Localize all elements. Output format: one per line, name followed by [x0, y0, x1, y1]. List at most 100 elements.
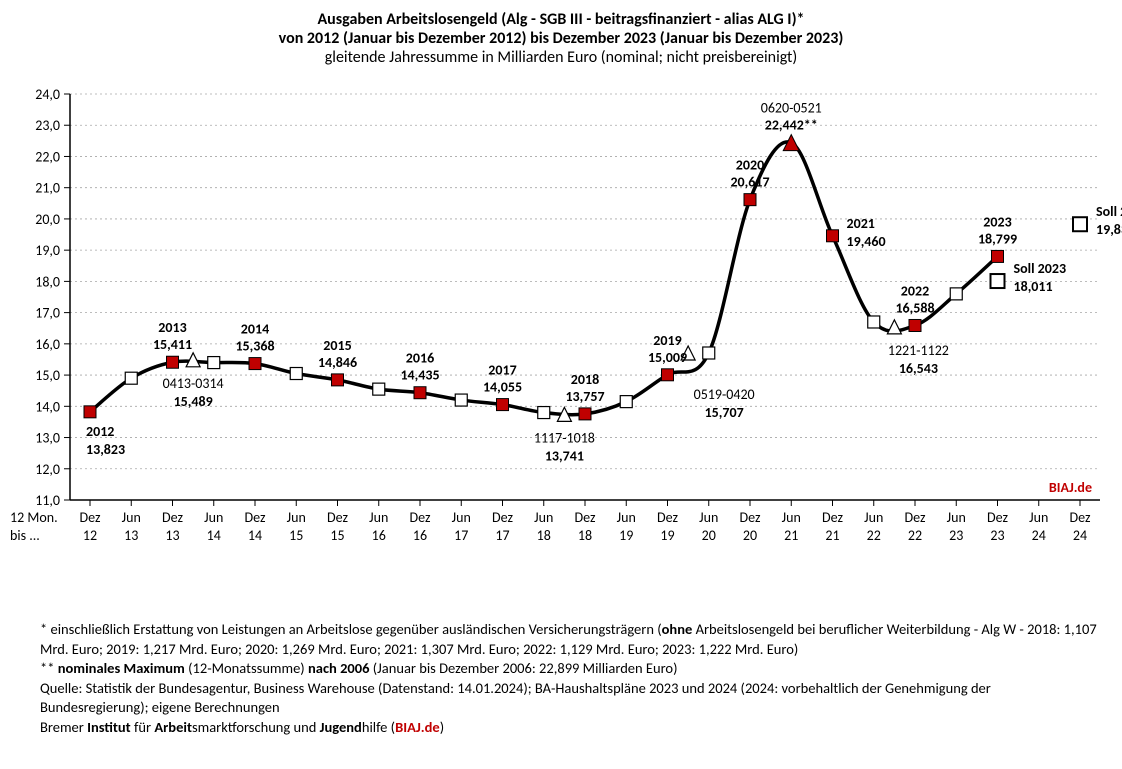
svg-text:2023: 2023 [983, 213, 1011, 230]
footnote-4: Bremer Institut für Arbeitsmarktforschun… [40, 718, 1100, 738]
svg-text:24: 24 [1073, 527, 1087, 544]
svg-text:17,0: 17,0 [35, 305, 60, 322]
svg-text:15,009: 15,009 [648, 349, 687, 366]
svg-text:15,368: 15,368 [235, 338, 274, 355]
chart: 11,012,013,014,015,016,017,018,019,020,0… [0, 78, 1122, 618]
svg-text:1117-1018: 1117-1018 [534, 429, 595, 446]
svg-text:Jun: Jun [452, 509, 471, 526]
svg-text:19,460: 19,460 [847, 233, 886, 250]
svg-text:Dez: Dez [245, 509, 266, 526]
svg-text:Jun: Jun [287, 509, 306, 526]
svg-text:0519-0420: 0519-0420 [694, 386, 755, 403]
svg-text:Jun: Jun [617, 509, 636, 526]
svg-text:23,0: 23,0 [35, 117, 60, 134]
svg-text:bis ...: bis ... [10, 527, 40, 544]
svg-text:0620-0521: 0620-0521 [761, 100, 822, 117]
svg-text:2012: 2012 [86, 423, 114, 440]
svg-text:20,617: 20,617 [730, 174, 769, 191]
footnote-3: Quelle: Statistik der Bundesagentur, Bus… [40, 679, 1100, 718]
svg-text:15,707: 15,707 [705, 404, 744, 421]
svg-text:Dez: Dez [905, 509, 926, 526]
svg-text:2019: 2019 [653, 332, 681, 349]
svg-text:16,0: 16,0 [35, 336, 60, 353]
svg-text:14,846: 14,846 [318, 354, 357, 371]
svg-text:16: 16 [372, 527, 386, 544]
svg-text:12 Mon.: 12 Mon. [10, 509, 58, 526]
svg-text:BIAJ.de: BIAJ.de [1049, 479, 1092, 496]
svg-text:Dez: Dez [327, 509, 348, 526]
svg-text:15,489: 15,489 [174, 393, 213, 410]
svg-text:20: 20 [702, 527, 716, 544]
svg-text:Jun: Jun [947, 509, 966, 526]
svg-text:Jun: Jun [782, 509, 801, 526]
svg-text:Dez: Dez [162, 509, 183, 526]
svg-text:Dez: Dez [410, 509, 431, 526]
svg-text:18,0: 18,0 [35, 273, 60, 290]
svg-text:17: 17 [454, 527, 468, 544]
svg-text:11,0: 11,0 [35, 492, 60, 509]
svg-text:Jun: Jun [204, 509, 223, 526]
svg-text:16,543: 16,543 [899, 360, 938, 377]
title-line-2: von 2012 (Januar bis Dezember 2012) bis … [0, 29, 1122, 48]
svg-text:18: 18 [578, 527, 592, 544]
svg-text:Jun: Jun [1029, 509, 1048, 526]
svg-text:22: 22 [908, 527, 922, 544]
footnote-2: ** nominales Maximum (12-Monatssumme) na… [40, 659, 1100, 679]
svg-text:2021: 2021 [847, 215, 875, 232]
svg-text:Dez: Dez [740, 509, 761, 526]
svg-text:15: 15 [289, 527, 303, 544]
svg-text:13,757: 13,757 [565, 388, 604, 405]
svg-text:13: 13 [124, 527, 138, 544]
svg-text:Jun: Jun [534, 509, 553, 526]
svg-text:13: 13 [165, 527, 179, 544]
svg-text:24,0: 24,0 [35, 86, 60, 103]
svg-text:Jun: Jun [864, 509, 883, 526]
svg-text:Jun: Jun [699, 509, 718, 526]
svg-text:Soll 2023: Soll 2023 [1014, 260, 1067, 277]
svg-text:Jun: Jun [122, 509, 141, 526]
svg-text:Dez: Dez [492, 509, 513, 526]
svg-text:17: 17 [495, 527, 509, 544]
svg-text:13,0: 13,0 [35, 430, 60, 447]
svg-text:Dez: Dez [1070, 509, 1091, 526]
footnotes: * einschließlich Erstattung von Leistung… [40, 620, 1100, 737]
svg-text:14: 14 [207, 527, 221, 544]
svg-text:14,055: 14,055 [483, 379, 522, 396]
svg-text:22,0: 22,0 [35, 148, 60, 165]
svg-text:1221-1122: 1221-1122 [888, 342, 949, 359]
svg-text:20,0: 20,0 [35, 211, 60, 228]
svg-text:19: 19 [619, 527, 633, 544]
subtitle: gleitende Jahressumme in Milliarden Euro… [0, 48, 1122, 67]
svg-text:16: 16 [413, 527, 427, 544]
svg-text:2017: 2017 [488, 362, 516, 379]
svg-text:2014: 2014 [241, 321, 269, 338]
svg-text:13,823: 13,823 [86, 441, 125, 458]
footnote-1: * einschließlich Erstattung von Leistung… [40, 620, 1100, 659]
svg-text:Dez: Dez [575, 509, 596, 526]
svg-text:16,588: 16,588 [895, 299, 934, 316]
svg-text:19: 19 [660, 527, 674, 544]
svg-text:0413-0314: 0413-0314 [163, 375, 224, 392]
svg-text:14,0: 14,0 [35, 398, 60, 415]
svg-text:Dez: Dez [80, 509, 101, 526]
svg-text:15: 15 [330, 527, 344, 544]
svg-text:2020: 2020 [736, 157, 764, 174]
svg-text:24: 24 [1032, 527, 1046, 544]
title-line-1: Ausgaben Arbeitslosengeld (Alg - SGB III… [0, 10, 1122, 29]
svg-text:Jun: Jun [369, 509, 388, 526]
svg-text:2015: 2015 [323, 337, 351, 354]
svg-text:14,435: 14,435 [400, 367, 439, 384]
svg-text:20: 20 [743, 527, 757, 544]
svg-text:15,411: 15,411 [153, 336, 192, 353]
svg-text:2013: 2013 [158, 319, 186, 336]
svg-text:15,0: 15,0 [35, 367, 60, 384]
svg-text:22,442**: 22,442** [765, 117, 818, 134]
svg-text:18,799: 18,799 [978, 230, 1017, 247]
svg-text:Soll 2024: Soll 2024 [1096, 203, 1122, 220]
svg-text:23: 23 [949, 527, 963, 544]
svg-text:18: 18 [537, 527, 551, 544]
svg-text:Dez: Dez [987, 509, 1008, 526]
svg-text:21: 21 [825, 527, 839, 544]
svg-text:18,011: 18,011 [1014, 278, 1053, 295]
svg-text:14: 14 [248, 527, 262, 544]
